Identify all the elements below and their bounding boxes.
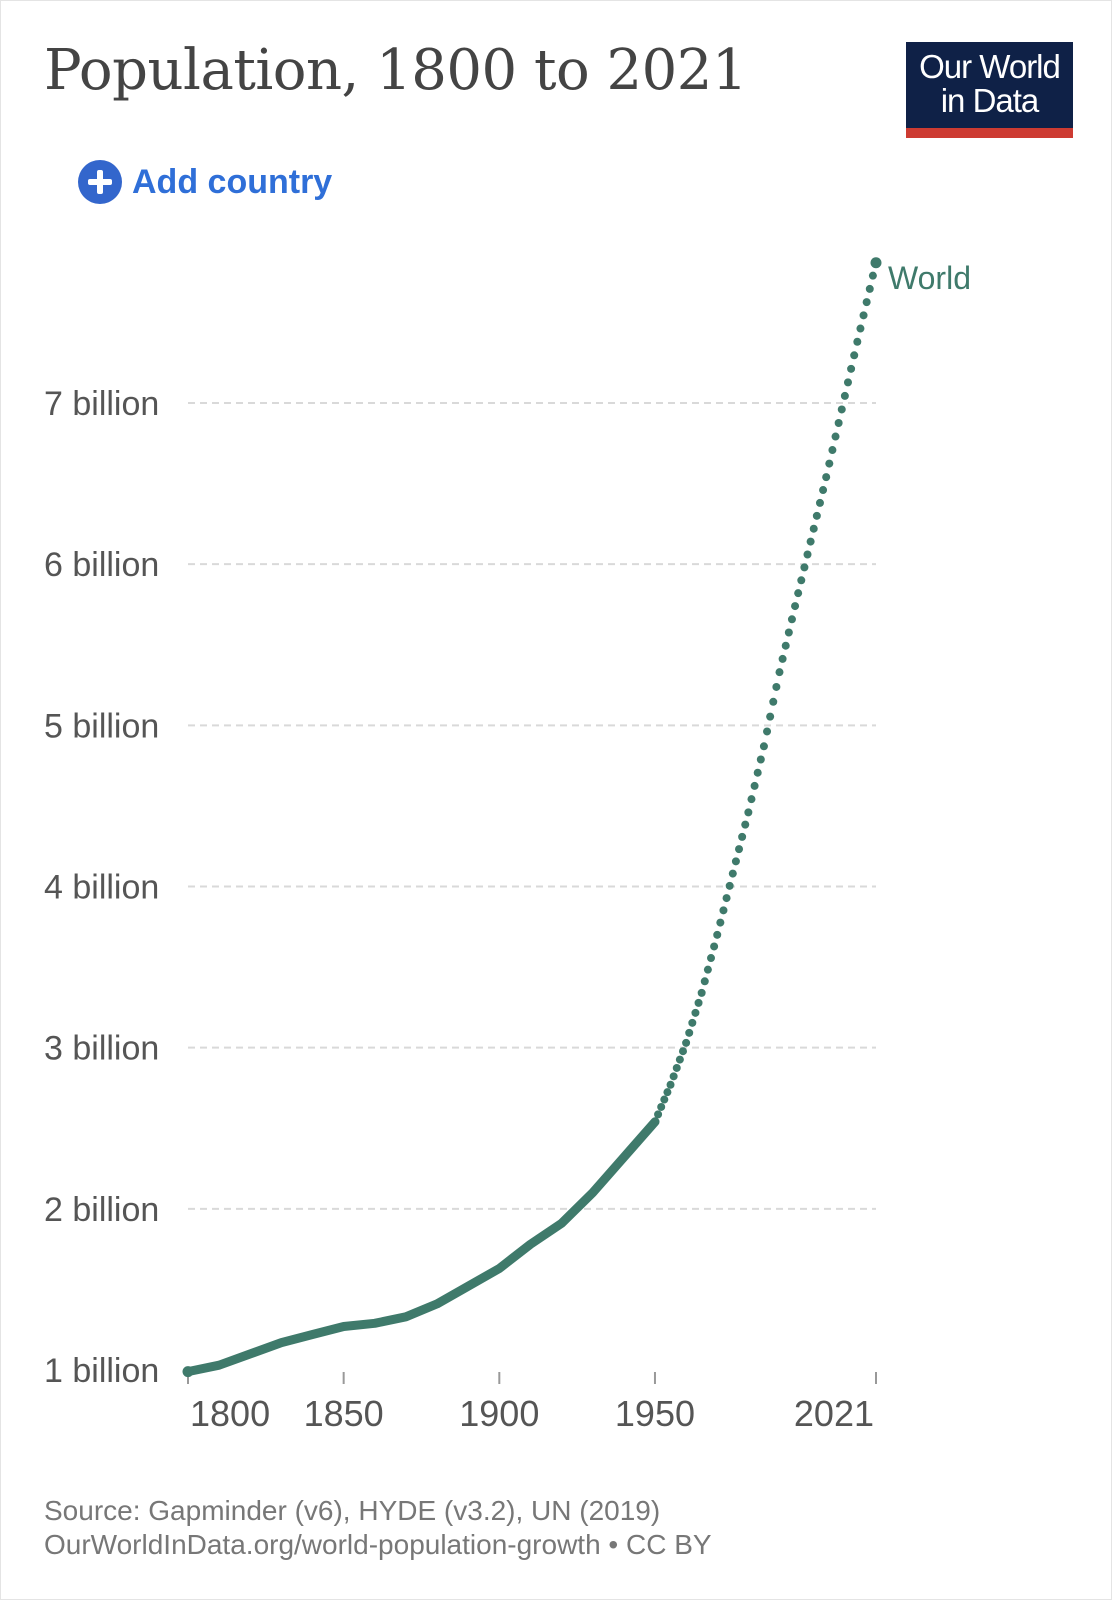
data-point	[675, 1055, 684, 1064]
data-point	[691, 1008, 700, 1017]
add-country-button[interactable]: Add country	[78, 160, 332, 204]
data-point	[685, 1028, 694, 1037]
data-point	[694, 998, 703, 1007]
x-tick-label: 1800	[190, 1393, 270, 1434]
data-point	[682, 1038, 691, 1047]
data-point	[797, 576, 806, 585]
data-point	[700, 977, 709, 986]
data-point	[819, 486, 828, 495]
data-point	[728, 869, 737, 878]
data-point	[856, 324, 865, 333]
data-point	[753, 768, 762, 777]
x-tick-label: 2021	[794, 1393, 874, 1434]
data-point	[688, 1018, 697, 1027]
y-tick-label: 1 billion	[44, 1352, 159, 1390]
data-point	[803, 550, 812, 559]
data-point	[772, 682, 781, 691]
series-label-world: World	[888, 260, 971, 296]
x-tick-label: 1900	[459, 1393, 539, 1434]
data-point	[731, 857, 740, 866]
data-point	[650, 1117, 659, 1126]
data-point	[778, 654, 787, 663]
data-point	[722, 894, 731, 903]
data-point	[710, 942, 719, 951]
data-point	[716, 918, 725, 927]
data-point	[775, 668, 784, 677]
data-point	[815, 498, 824, 507]
plus-circle-icon	[78, 160, 122, 204]
data-point	[663, 1088, 672, 1097]
chart-title: Population, 1800 to 2021	[44, 38, 747, 103]
data-point	[822, 473, 831, 482]
data-point	[738, 832, 747, 841]
data-point	[744, 808, 753, 817]
data-point	[719, 906, 728, 915]
x-tick-label: 1950	[615, 1393, 695, 1434]
data-point	[809, 524, 818, 533]
data-point	[865, 284, 874, 293]
logo-line-2: in Data	[940, 82, 1040, 119]
data-point	[756, 755, 765, 764]
data-point	[840, 391, 849, 400]
data-point	[763, 727, 772, 736]
data-point	[825, 459, 834, 468]
data-point	[672, 1063, 681, 1072]
data-point	[853, 337, 862, 346]
series-line-world	[183, 1117, 660, 1377]
source-link[interactable]: OurWorldInData.org/world-population-grow…	[44, 1529, 712, 1560]
data-point	[747, 795, 756, 804]
data-point	[766, 712, 775, 721]
data-point	[850, 351, 859, 360]
data-point	[725, 881, 734, 890]
data-point	[791, 602, 800, 611]
data-point	[781, 641, 790, 650]
x-tick-label: 1850	[304, 1393, 384, 1434]
data-point	[831, 432, 840, 441]
data-point	[707, 954, 716, 963]
data-point	[859, 311, 868, 320]
data-point	[870, 257, 882, 269]
data-point	[794, 589, 803, 598]
y-tick-label: 7 billion	[44, 385, 159, 423]
data-point	[703, 965, 712, 974]
data-point	[837, 405, 846, 414]
y-tick-label: 4 billion	[44, 869, 159, 907]
data-point	[862, 298, 871, 307]
y-tick-label: 2 billion	[44, 1191, 159, 1229]
data-point	[759, 742, 768, 751]
data-point	[868, 271, 877, 280]
data-point	[697, 988, 706, 997]
y-tick-label: 3 billion	[44, 1030, 159, 1068]
data-point	[847, 364, 856, 373]
data-point	[769, 697, 778, 706]
data-point	[828, 446, 837, 455]
data-point	[750, 781, 759, 790]
data-point	[654, 1110, 663, 1119]
data-point	[182, 1366, 194, 1378]
data-point	[660, 1095, 669, 1104]
y-tick-label: 6 billion	[44, 546, 159, 584]
data-point	[784, 628, 793, 637]
data-point	[666, 1080, 675, 1089]
logo-line-1: Our World	[919, 48, 1061, 85]
data-point	[806, 537, 815, 546]
data-point	[843, 378, 852, 387]
data-point	[735, 845, 744, 854]
data-point	[669, 1072, 678, 1081]
y-tick-label: 5 billion	[44, 707, 159, 745]
chart-footer: Source: Gapminder (v6), HYDE (v3.2), UN …	[44, 1494, 712, 1562]
add-country-label: Add country	[132, 162, 333, 201]
data-point	[741, 820, 750, 829]
data-point	[834, 418, 843, 427]
owid-logo[interactable]: Our World in Data	[906, 42, 1073, 138]
data-point	[657, 1102, 666, 1111]
source-note: Source: Gapminder (v6), HYDE (v3.2), UN …	[44, 1495, 661, 1526]
data-point	[787, 615, 796, 624]
data-point	[800, 563, 809, 572]
data-point	[713, 930, 722, 939]
data-point	[812, 511, 821, 520]
data-point	[678, 1047, 687, 1056]
